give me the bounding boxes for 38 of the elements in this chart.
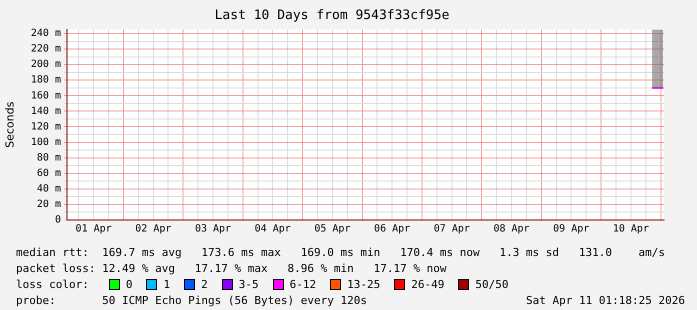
y-tick-label: 60 m bbox=[36, 168, 61, 179]
text: packet loss: 12.49 % avg 17.17 % max 8.96 % min 17.17 % now bbox=[16, 262, 446, 275]
text: loss color: bbox=[16, 278, 89, 291]
text: 6-12 bbox=[290, 278, 316, 291]
x-tick-label: 07 Apr bbox=[434, 224, 470, 235]
text: 3-5 bbox=[238, 278, 259, 291]
chart-title: Last 10 Days from 9543f33cf95e bbox=[214, 8, 450, 24]
y-tick-label: 240 m bbox=[30, 28, 61, 40]
text: 50/50 bbox=[475, 278, 508, 291]
y-tick-label: 0 bbox=[54, 214, 61, 226]
y-tick-label: 120 m bbox=[30, 121, 61, 132]
x-tick-label: 02 Apr bbox=[135, 224, 172, 235]
y-tick-label: 40 m bbox=[36, 184, 61, 195]
y-tick-label: 140 m bbox=[30, 106, 61, 117]
y-tick-label: 160 m bbox=[30, 90, 61, 102]
x-tick-label: 01 Apr bbox=[76, 224, 112, 235]
text: median rtt: 169.7 ms avg 173.6 ms max 169.0 ms min 170.4 ms now 1.3 ms sd 131.0 am/s bbox=[16, 246, 666, 259]
y-tick-label: 220 m bbox=[30, 44, 61, 55]
y-tick-label: 20 m bbox=[36, 199, 61, 210]
text: 2 bbox=[201, 278, 208, 291]
x-tick-label: 05 Apr bbox=[314, 224, 350, 235]
x-tick-label: 08 Apr bbox=[493, 224, 530, 235]
text: 13-25 bbox=[347, 278, 380, 291]
y-tick-label: 180 m bbox=[30, 74, 61, 86]
x-tick-label: 10 Apr bbox=[612, 224, 649, 235]
text: 0 bbox=[126, 278, 132, 291]
text: probe: 50 ICMP Echo Pings (56 Bytes) every 120s bbox=[16, 294, 367, 307]
y-tick-label: 80 m bbox=[36, 152, 61, 164]
text: 1 bbox=[163, 278, 170, 291]
x-tick-label: 03 Apr bbox=[194, 224, 232, 235]
x-tick-label: 04 Apr bbox=[254, 224, 291, 235]
y-tick-label: 100 m bbox=[30, 136, 61, 148]
y-tick-label: 200 m bbox=[30, 59, 61, 70]
x-tick-label: 09 Apr bbox=[553, 224, 590, 235]
text: Sat Apr 11 01:18:25 2026 bbox=[526, 294, 685, 307]
x-tick-label: 06 Apr bbox=[374, 224, 410, 235]
text: 26-49 bbox=[411, 278, 444, 291]
y-axis-title: Seconds bbox=[3, 101, 16, 148]
